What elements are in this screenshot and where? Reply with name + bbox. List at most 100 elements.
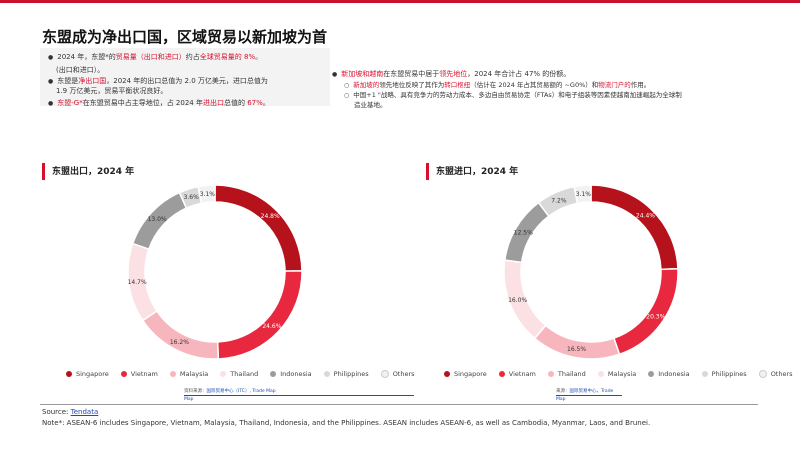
- bullet-dot-icon: ●: [48, 100, 54, 107]
- legend-swatch: [444, 371, 450, 377]
- legend-swatch: [498, 371, 505, 377]
- import-source: 来源：国际贸易中心，Trade: [556, 388, 613, 394]
- import-chart-title: 东盟进口，2024 年: [436, 167, 519, 177]
- source-label: 资料来源：: [184, 389, 207, 394]
- legend-swatch: [323, 371, 330, 377]
- import-legend: Singapore Vietnam Thailand Malaysia Indonesi…: [444, 370, 793, 378]
- bullet-dot-icon: ●: [332, 71, 338, 78]
- source-link[interactable]: Map: [184, 397, 194, 402]
- legend-label: Malaysia: [179, 370, 209, 378]
- text: 2024 年，东盟*的: [57, 53, 116, 61]
- source-link[interactable]: 国际贸易中心（ITC）, Trade Map: [206, 389, 276, 394]
- highlight-text: 物流门户的: [598, 81, 631, 89]
- bullet-dot-icon: ●: [48, 54, 54, 61]
- legend-label: Malaysia: [607, 370, 637, 378]
- legend-swatch: [220, 371, 227, 377]
- footer-source-label: Source:: [42, 408, 71, 416]
- right-bullet-main: ● 新加坡和越南在东盟贸易中居于领先地位，2024 年合计占 47% 的份额。: [332, 69, 570, 80]
- bullet-dot-icon: ●: [48, 78, 54, 85]
- export-chart-title: 东盟出口，2024 年: [52, 167, 135, 177]
- highlight-text: 转口枢纽: [444, 81, 471, 89]
- text: 作用。: [630, 81, 651, 89]
- slice-label-philippines: 7.2%: [551, 197, 567, 204]
- top-accent-rule: [0, 0, 800, 3]
- legend-swatch: [120, 371, 127, 377]
- legend-item-singapore: Singapore: [66, 370, 109, 378]
- legend-label: Singapore: [76, 370, 109, 378]
- source-link[interactable]: Map: [556, 397, 566, 402]
- legend-item-vietnam: Vietnam: [120, 370, 158, 378]
- legend-swatch: [66, 371, 72, 377]
- legend-label: Thailand: [557, 370, 586, 378]
- legend-item-malaysia: Malaysia: [169, 370, 209, 378]
- import-source-underline: [556, 395, 622, 396]
- export-source-underline: [184, 395, 414, 396]
- legend-item-vietnam: Vietnam: [498, 370, 536, 378]
- right-sub-bullet-2-cont: 造业基地。: [354, 101, 387, 109]
- legend-swatch: [547, 371, 554, 377]
- highlight-text: 进出口: [202, 99, 224, 107]
- highlight-text: 领先地位: [439, 70, 468, 78]
- donut-slice-thailand: [533, 324, 621, 360]
- donut-slice-malaysia: [141, 309, 220, 360]
- slice-label-philippines: 3.6%: [184, 194, 200, 201]
- slice-label-malaysia: 16.2%: [170, 339, 189, 346]
- text: （估计在 2024 年占其贸易额的 ~G0%）和: [470, 81, 599, 89]
- export-source: 资料来源：国际贸易中心（ITC）, Trade Map: [184, 388, 276, 394]
- donut-slice-singapore: [590, 184, 679, 271]
- legend-item-malaysia: Malaysia: [597, 370, 637, 378]
- highlight-text: 贸易量（出口和进口）: [115, 53, 186, 61]
- source-label: 来源：: [556, 389, 570, 394]
- legend-swatch: [169, 371, 176, 377]
- legend-item-philippines: Philippines: [323, 370, 369, 378]
- footer-divider: [40, 404, 758, 405]
- legend-label: Philippines: [711, 370, 747, 378]
- left-bullet-1: ● 2024 年，东盟*的贸易量（出口和进口）约占全球贸易量的 8%。: [48, 52, 328, 63]
- text: 在东盟贸易中占主导地位，占 2024 年: [82, 99, 203, 107]
- legend-label: Philippines: [333, 370, 369, 378]
- text: 在东盟贸易中居于: [383, 70, 440, 78]
- legend-item-others: Others: [380, 370, 415, 378]
- export-legend: Singapore Vietnam Malaysia Thailand Indonesi…: [66, 370, 415, 378]
- import-source-cont: Map: [556, 397, 566, 402]
- slice-label-thailand: 16.5%: [567, 346, 586, 353]
- slice-label-indonesia: 13.0%: [148, 216, 167, 223]
- slice-label-indonesia: 12.5%: [514, 229, 533, 236]
- slice-label-singapore: 24.8%: [261, 213, 280, 220]
- donut-slice-vietnam: [216, 270, 303, 360]
- legend-label: Others: [392, 370, 415, 378]
- legend-swatch: [380, 370, 389, 378]
- slice-label-singapore: 24.4%: [636, 212, 655, 219]
- legend-item-thailand: Thailand: [220, 370, 258, 378]
- bullet-circle-icon: ○: [344, 92, 350, 99]
- highlight-text: 67%。: [247, 99, 270, 107]
- slice-label-vietnam: 20.3%: [646, 313, 665, 320]
- legend-swatch: [648, 371, 655, 377]
- import-section-bar: [426, 163, 429, 180]
- legend-label: Singapore: [454, 370, 487, 378]
- text: ，2024 年合计占 47% 的份额。: [467, 70, 571, 78]
- legend-label: Others: [770, 370, 793, 378]
- text: 领先地位反映了其作为: [379, 81, 445, 89]
- legend-item-indonesia: Indonesia: [648, 370, 690, 378]
- legend-item-others: Others: [758, 370, 793, 378]
- legend-item-indonesia: Indonesia: [270, 370, 312, 378]
- source-link[interactable]: 国际贸易中心，Trade: [569, 389, 614, 394]
- bullet-circle-icon: ○: [344, 82, 350, 89]
- highlight-text: 东盟-G*: [57, 99, 83, 107]
- legend-label: Indonesia: [280, 370, 312, 378]
- export-section-bar: [42, 163, 45, 180]
- left-bullet-2: ● 东盟是净出口国，2024 年的出口总值为 2.0 万亿美元，进口总值为: [48, 76, 328, 87]
- export-source-cont: Map: [184, 397, 194, 402]
- legend-label: Thailand: [230, 370, 259, 378]
- left-bullet-1-cont: (出口和进口）。: [56, 66, 105, 74]
- left-summary-box: [40, 48, 330, 106]
- slice-label-thailand: 14.7%: [128, 279, 147, 286]
- text: 总值的: [223, 99, 248, 107]
- text: 东盟是: [57, 77, 79, 85]
- legend-label: Indonesia: [658, 370, 690, 378]
- footer-note: Note*: ASEAN-6 includes Singapore, Vietn…: [42, 419, 651, 427]
- legend-swatch: [758, 370, 767, 378]
- footer-source-link[interactable]: Tendata: [70, 408, 99, 416]
- slice-label-malaysia: 16.0%: [508, 297, 527, 304]
